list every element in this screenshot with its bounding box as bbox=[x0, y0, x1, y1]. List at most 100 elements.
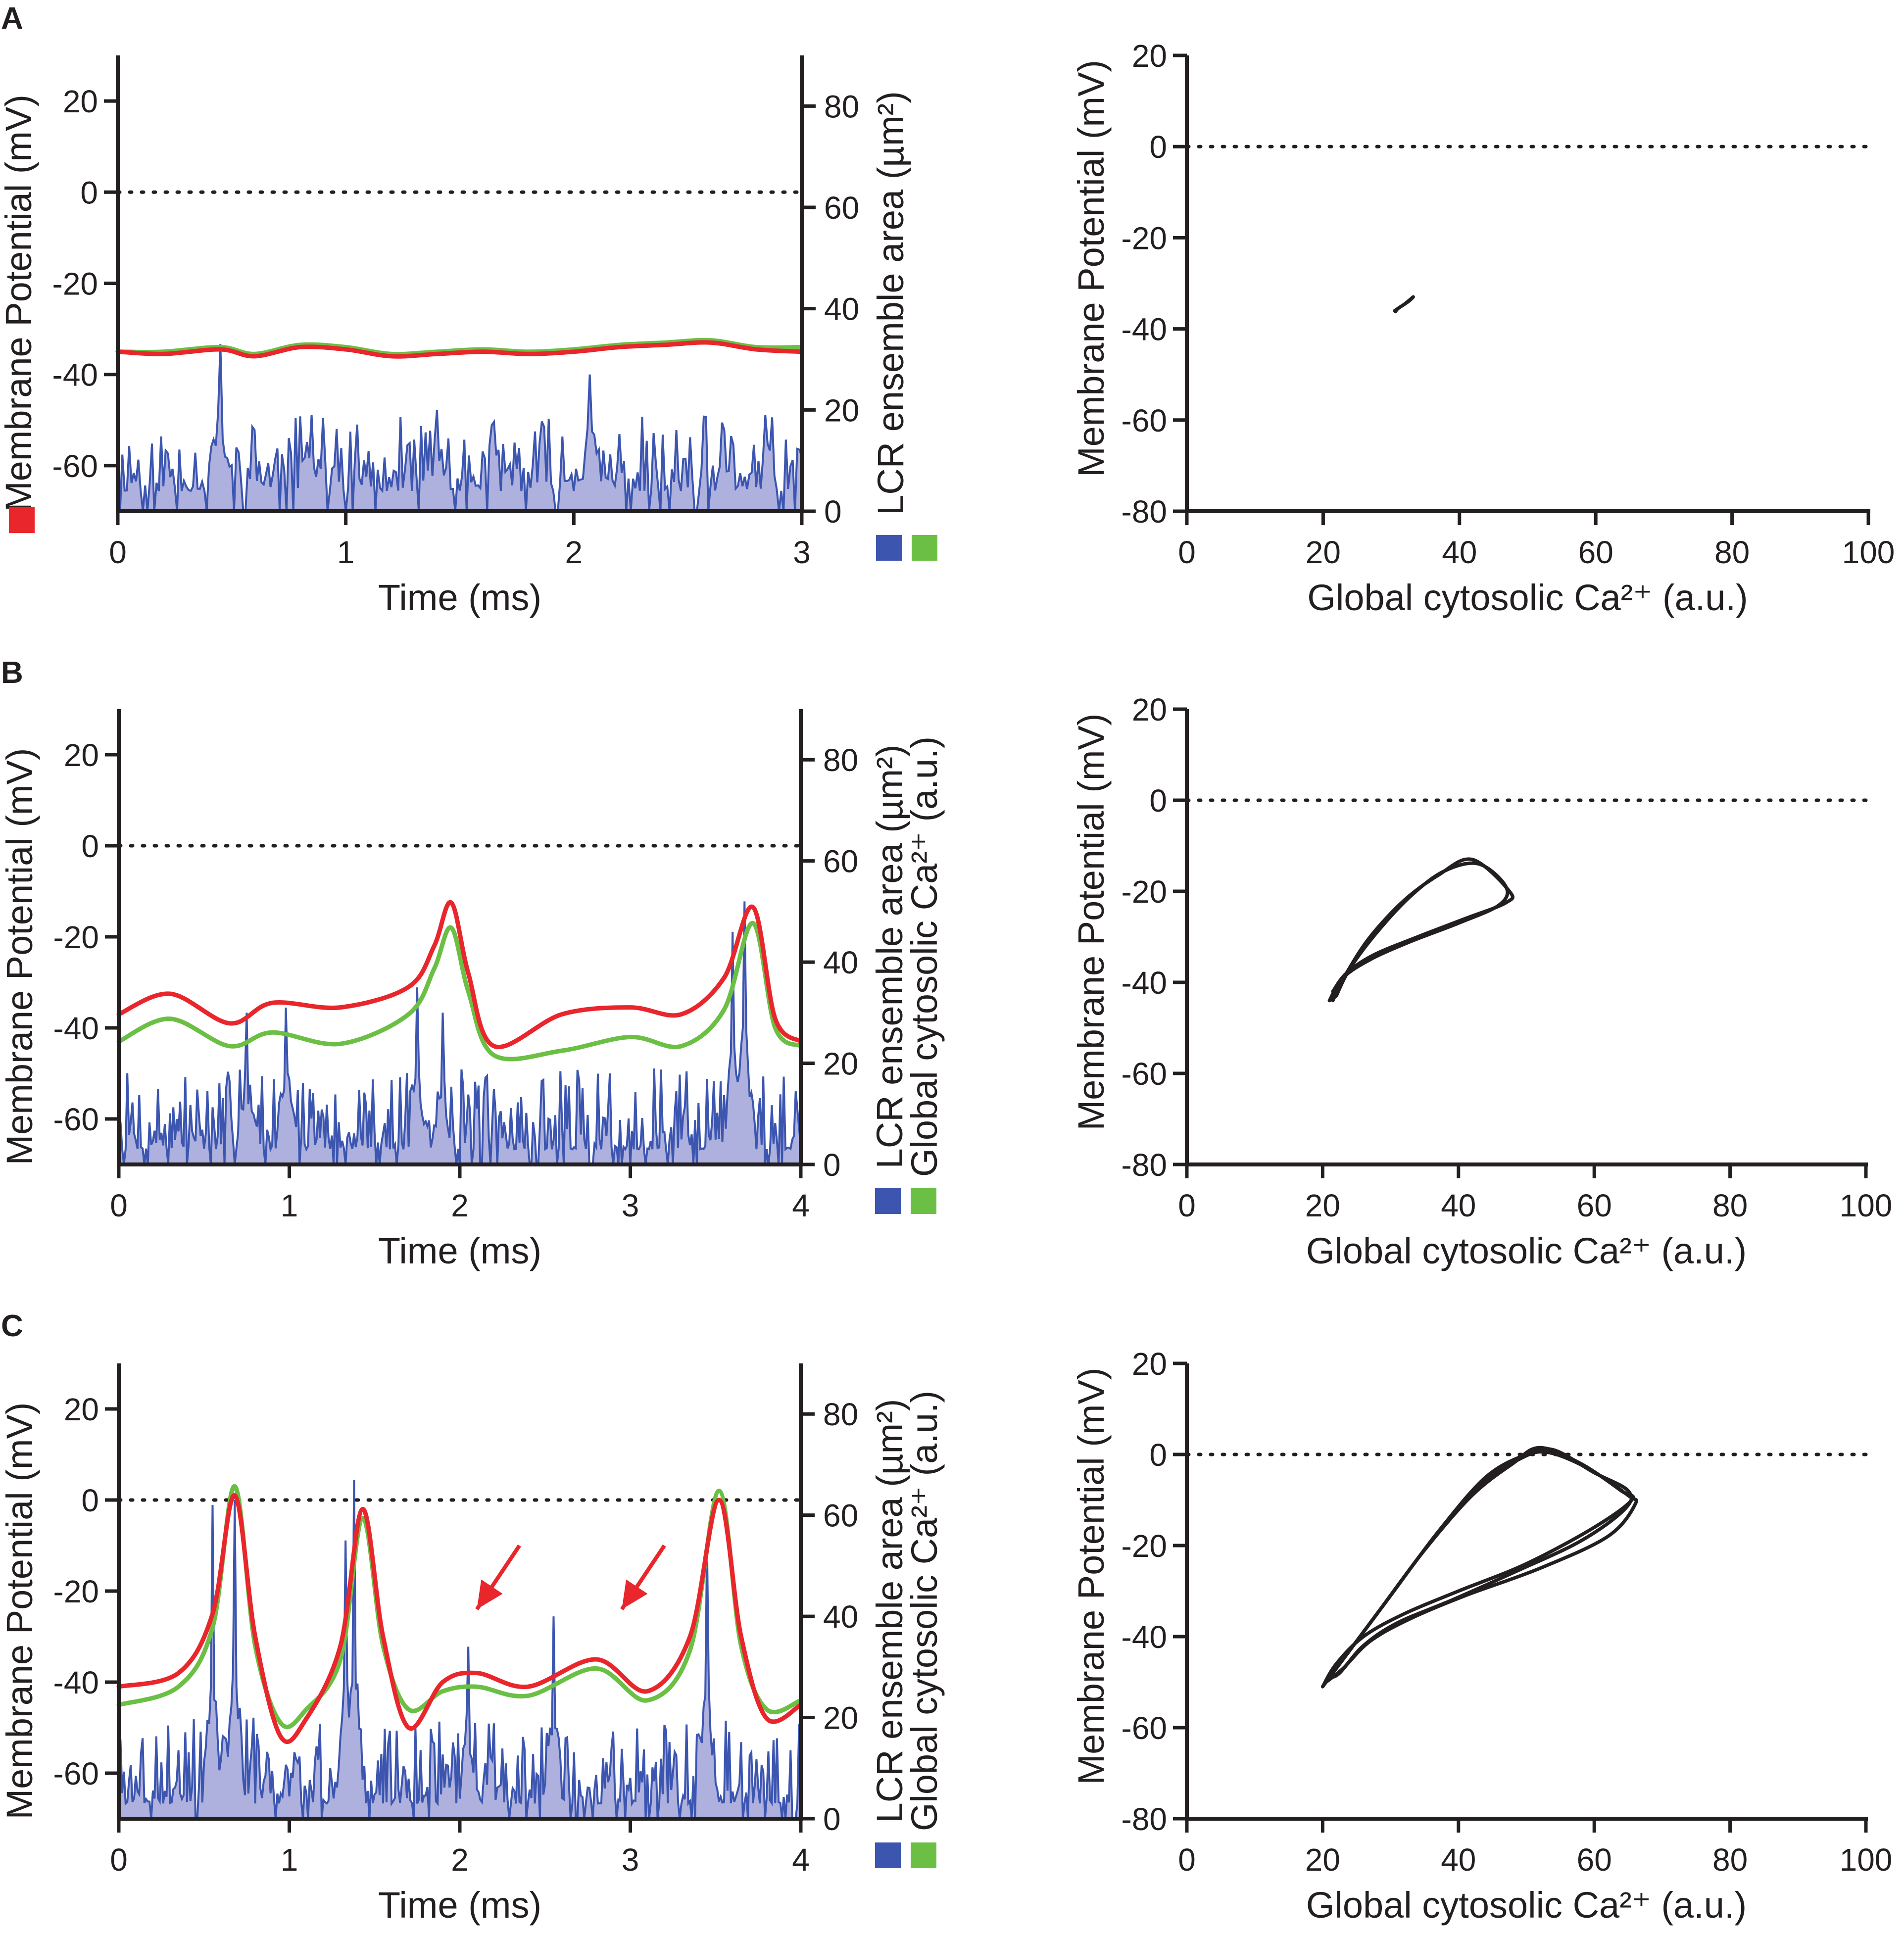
x-tick-label: 0 bbox=[109, 534, 127, 570]
x-tick-label: 60 bbox=[1578, 534, 1613, 570]
x-tick-label: 80 bbox=[1712, 1188, 1748, 1223]
y-tick-label-left: -80 bbox=[1122, 1147, 1168, 1183]
lcr-area-fill bbox=[119, 901, 801, 1164]
y-tick-label-left: -60 bbox=[1122, 1056, 1168, 1092]
panel-label-a: A bbox=[1, 1, 23, 36]
legend-swatch-calcium bbox=[911, 1188, 936, 1214]
x-tick-label: 60 bbox=[1577, 1188, 1612, 1223]
y-tick-label-left: 0 bbox=[1149, 129, 1167, 165]
y-tick-label-left: -40 bbox=[1122, 1619, 1168, 1655]
x-tick-label: 20 bbox=[1305, 1842, 1340, 1878]
legend-swatch-lcr bbox=[876, 535, 902, 561]
x-tick-label: 0 bbox=[110, 1842, 128, 1878]
lcr-ensemble-area-series bbox=[118, 1480, 802, 1820]
y-axis-label-left: Membrane Potential (mV) bbox=[1071, 713, 1112, 1130]
y-tick-label-left: -60 bbox=[1122, 1710, 1168, 1746]
x-tick-label: 20 bbox=[1306, 534, 1341, 570]
y-tick-label-left: -20 bbox=[52, 266, 98, 302]
x-tick-label: 0 bbox=[110, 1188, 128, 1223]
y-tick-label-right: 80 bbox=[823, 1397, 858, 1432]
x-tick-label: 4 bbox=[792, 1842, 810, 1878]
y-tick-label-left: -80 bbox=[1122, 494, 1168, 530]
y-tick-label-left: 20 bbox=[1132, 1346, 1167, 1382]
panel-label-b: B bbox=[1, 656, 23, 690]
y-tick-label-right: 20 bbox=[823, 1046, 858, 1082]
y-tick-label-left: 0 bbox=[80, 175, 98, 210]
y-tick-label-right: 0 bbox=[823, 1801, 841, 1837]
legend-swatch-membrane bbox=[9, 507, 35, 533]
x-tick-label: 40 bbox=[1441, 1842, 1476, 1878]
lcr-ensemble-area-series bbox=[117, 344, 803, 512]
x-tick-label: 80 bbox=[1712, 1842, 1748, 1878]
panel-a-time-chart: 0 1 2 3 20 0 -20 -40 -60 80 60 40 20 0 Time (ms) Membra… bbox=[0, 55, 937, 618]
x-tick-label: 20 bbox=[1305, 1188, 1340, 1223]
x-axis-label: Global cytosolic Ca²⁺ (a.u.) bbox=[1307, 577, 1748, 618]
y-tick-label-left: -40 bbox=[1122, 965, 1168, 1001]
y-axis-label-left: Membrane Potential (mV) bbox=[1071, 1367, 1112, 1785]
y-axis-label-left: Membrane Potential (mV) bbox=[0, 748, 40, 1165]
x-tick-label: 0 bbox=[1178, 1842, 1196, 1878]
phase-trajectory-series bbox=[1327, 1447, 1633, 1680]
x-axis-label: Global cytosolic Ca²⁺ (a.u.) bbox=[1306, 1230, 1747, 1271]
legend-swatch-calcium bbox=[911, 1842, 936, 1868]
membrane-potential-series bbox=[115, 340, 804, 359]
y-tick-label-right: 20 bbox=[824, 392, 859, 428]
x-axis-label: Time (ms) bbox=[378, 577, 541, 618]
panel-label-c: C bbox=[1, 1309, 23, 1343]
y-tick-label-left: -40 bbox=[53, 1665, 99, 1700]
y-tick-label-left: -80 bbox=[1122, 1801, 1168, 1837]
y-tick-label-right: 60 bbox=[823, 1498, 858, 1534]
panel-a-phase-chart: 0 20 40 60 80 100 20 0 -20 -40 -60 -80 Global cytoso… bbox=[1071, 38, 1895, 618]
y-tick-label-left: 0 bbox=[1149, 783, 1167, 819]
x-tick-label: 100 bbox=[1840, 1842, 1893, 1878]
y-tick-label-right: 80 bbox=[824, 89, 859, 124]
y-tick-label-right: 60 bbox=[823, 844, 858, 879]
y-tick-label-left: 20 bbox=[64, 1392, 99, 1427]
legend-swatch-lcr bbox=[875, 1188, 901, 1214]
y-tick-label-left: 20 bbox=[1132, 692, 1167, 727]
y-tick-label-left: -60 bbox=[53, 1756, 99, 1791]
x-tick-label: 60 bbox=[1577, 1842, 1612, 1878]
y-tick-label-left: 20 bbox=[63, 84, 98, 119]
x-tick-label: 2 bbox=[451, 1188, 469, 1223]
y-tick-label-left: -40 bbox=[52, 357, 98, 393]
y-tick-label-left: 20 bbox=[64, 737, 99, 773]
panel-c-phase-chart: 0 20 40 60 80 100 20 0 -20 -40 -60 -80 Global cytoso… bbox=[1071, 1346, 1892, 1926]
x-tick-label: 0 bbox=[1178, 534, 1196, 570]
y-axis-label-right: Global cytosolic Ca²⁺ (a.u.) bbox=[904, 736, 945, 1177]
x-tick-label: 1 bbox=[281, 1842, 298, 1878]
y-tick-label-left: -20 bbox=[53, 1574, 99, 1609]
y-tick-label-left: -40 bbox=[53, 1011, 99, 1046]
y-axis-label-right: LCR ensemble area (µm²) bbox=[870, 91, 911, 515]
membrane-potential-series bbox=[116, 900, 803, 1050]
x-axis-label: Global cytosolic Ca²⁺ (a.u.) bbox=[1306, 1885, 1747, 1926]
y-tick-label-right: 20 bbox=[823, 1700, 858, 1736]
y-tick-label-right: 40 bbox=[823, 1599, 858, 1635]
y-tick-label-right: 60 bbox=[824, 190, 859, 226]
y-tick-label-left: 0 bbox=[81, 828, 99, 864]
phase-trajectory-series bbox=[1393, 295, 1415, 314]
x-tick-label: 40 bbox=[1441, 1188, 1476, 1223]
panel-b-phase-chart: 0 20 40 60 80 100 20 0 -20 -40 -60 -80 Global cytoso… bbox=[1071, 692, 1892, 1271]
y-tick-label-right: 0 bbox=[824, 494, 842, 530]
x-tick-label: 3 bbox=[622, 1842, 639, 1878]
y-tick-label-left: -20 bbox=[1122, 1528, 1168, 1564]
y-axis-label-right: Global cytosolic Ca²⁺ (a.u.) bbox=[904, 1391, 945, 1831]
y-tick-label-right: 80 bbox=[823, 742, 858, 778]
y-tick-label-left: 20 bbox=[1132, 38, 1167, 74]
y-tick-label-left: -20 bbox=[1122, 874, 1168, 910]
y-tick-label-left: -60 bbox=[52, 448, 98, 484]
y-tick-label-left: -60 bbox=[1122, 403, 1168, 438]
y-axis-label-left: Membrane Potential (mV) bbox=[0, 95, 39, 512]
panel-c-time-chart: 0 1 2 3 4 20 0 -20 -40 -60 80 60 40 20 0 Time (ms) Membr… bbox=[0, 1363, 945, 1926]
x-axis-label: Time (ms) bbox=[378, 1230, 541, 1271]
x-tick-label: 100 bbox=[1840, 1188, 1893, 1223]
y-tick-label-right: 40 bbox=[824, 291, 859, 327]
x-axis-label: Time (ms) bbox=[378, 1885, 541, 1926]
annotation-arrow-head bbox=[477, 1579, 503, 1609]
x-tick-label: 2 bbox=[451, 1842, 469, 1878]
x-tick-label: 4 bbox=[792, 1188, 810, 1223]
x-tick-label: 40 bbox=[1442, 534, 1477, 570]
